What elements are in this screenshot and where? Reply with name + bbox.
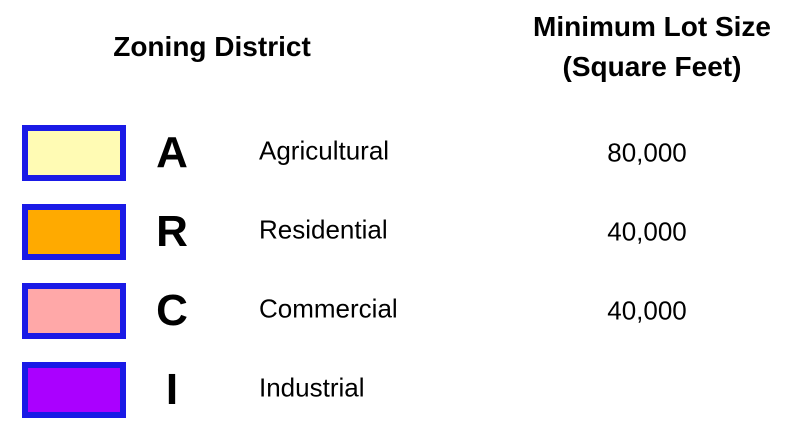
district-code: A [156,128,188,177]
color-swatch [22,125,126,181]
district-name: Industrial [259,372,365,403]
header-district: Zoning District [113,31,311,62]
color-swatch [22,362,126,418]
district-code: C [156,286,188,335]
color-swatch [22,283,126,339]
header-lot-size-line1: Minimum Lot Size [533,11,771,42]
header-lot-size-line2: (Square Feet) [562,51,742,82]
district-name: Agricultural [259,135,390,166]
district-code: R [156,207,188,256]
district-name: Residential [259,214,388,245]
district-name: Commercial [259,293,398,324]
lot-size: 80,000 [607,137,687,168]
color-swatch [22,204,126,260]
district-code: I [165,365,179,414]
lot-size: 40,000 [607,216,687,247]
lot-size: 40,000 [607,295,687,326]
